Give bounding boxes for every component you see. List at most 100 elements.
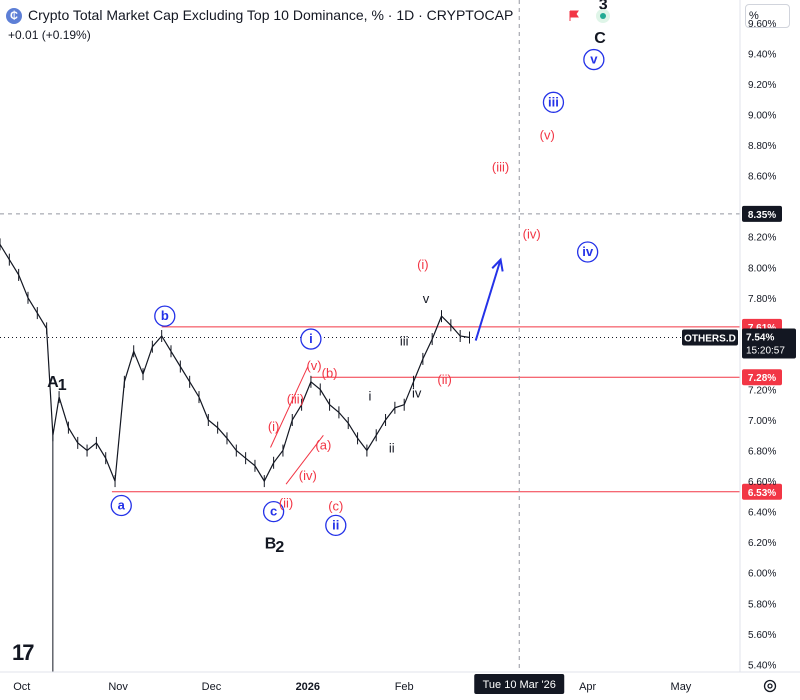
y-tick-label: 6.00%	[748, 569, 776, 580]
wave-label: (v)	[306, 358, 321, 373]
wave-label: (iv)	[299, 468, 317, 483]
wave-label: iv	[412, 386, 422, 401]
wave-label: c	[270, 504, 277, 519]
scale-toggle-button[interactable]: %	[745, 4, 790, 28]
y-tick-label: 9.00%	[748, 111, 776, 122]
chart-title[interactable]: Crypto Total Market Cap Excluding Top 10…	[28, 7, 514, 23]
wave-label: (iii)	[492, 159, 509, 174]
wave-label: iv	[582, 244, 594, 259]
wave-circle	[262, 500, 285, 523]
y-tick-label: 6.40%	[748, 508, 776, 519]
wave-label: (iii)	[287, 392, 304, 407]
price-series	[0, 238, 470, 488]
crosshair-price-tag	[742, 205, 782, 222]
wave-label: b	[161, 308, 169, 323]
x-tick-label: Feb	[395, 681, 414, 693]
time-axis: Oct Nov Dec 2026 Feb Apr May	[0, 671, 800, 693]
crosshair-date-tag	[474, 674, 565, 694]
wave-label: (ii)	[279, 495, 293, 510]
price-change: +0.01 (+0.19%)	[8, 28, 91, 42]
trendline	[270, 366, 309, 448]
wave-label: iii	[400, 334, 409, 349]
level-price-tag	[742, 369, 782, 386]
wave-circle	[542, 91, 565, 113]
wave-label: 1	[58, 377, 67, 394]
symbol-label: OTHERS.D	[684, 334, 736, 345]
price-axis: 9.60% 9.40% 9.20% 9.00% 8.80% 8.60% 8.20% 8.00%…	[739, 0, 776, 672]
wave-label: (c)	[328, 499, 343, 514]
y-tick-label: 9.40%	[748, 49, 776, 60]
last-price-label: 7.54%	[746, 333, 774, 344]
crosshair-price-label: 8.35%	[748, 210, 776, 221]
crosshair-date-label: Tue 10 Mar '26	[483, 679, 556, 691]
level-price-label: 7.61%	[748, 323, 776, 334]
wave-annotations: A 1ba cB 2i(i)(ii)(iii)(iv)(v)(a)(b)(c)iiii…	[47, 0, 608, 556]
wave-label: i	[309, 331, 313, 346]
symbol-tag	[682, 329, 738, 346]
projection-arrow	[474, 257, 504, 341]
wave-label: i	[369, 389, 372, 404]
trendline	[285, 434, 324, 485]
tradingview-logo: 17	[12, 640, 35, 665]
wave-label: (b)	[322, 366, 338, 381]
x-tick-label: Oct	[13, 681, 30, 693]
level-price-label: 7.28%	[748, 373, 776, 384]
symbol-logo-icon: ₵	[6, 8, 22, 24]
y-tick-label: 7.20%	[748, 385, 776, 396]
wave-label: A	[47, 374, 59, 391]
wave-circle	[325, 514, 347, 537]
y-tick-label: 7.80%	[748, 294, 776, 305]
x-tick-label: May	[671, 681, 692, 693]
horizontal-levels: 7.61% 7.28% 6.53% OTHERS.D 7.54% 15:20:57	[0, 318, 796, 500]
y-tick-label: 6.60%	[748, 477, 776, 488]
y-tick-label: 8.00%	[748, 263, 776, 274]
y-tick-label: 9.20%	[748, 80, 776, 91]
y-tick-label: 5.80%	[748, 599, 776, 610]
wave-label: 2	[275, 539, 284, 556]
wave-circle	[300, 328, 322, 350]
wave-label: (iv)	[523, 227, 541, 242]
chart-header: ₵ Crypto Total Market Cap Excluding Top …	[0, 0, 740, 46]
level-price-tag	[742, 483, 782, 500]
wave-label: (ii)	[437, 372, 451, 387]
x-tick-label: Nov	[108, 681, 128, 693]
countdown-label: 15:20:57	[746, 346, 785, 357]
x-tick-label: 2026	[296, 681, 320, 693]
flag-icon[interactable]	[568, 10, 580, 22]
y-tick-label: 8.80%	[748, 141, 776, 152]
wave-label: v	[423, 291, 430, 306]
trendlines	[270, 366, 324, 485]
wave-label: C	[594, 30, 606, 47]
y-tick-label: 5.60%	[748, 630, 776, 641]
projection-arrowhead	[491, 257, 504, 272]
wave-label: (a)	[315, 437, 331, 452]
y-tick-label: 8.20%	[748, 233, 776, 244]
y-tick-label: 8.60%	[748, 172, 776, 183]
wave-label: 3	[599, 0, 608, 14]
wave-label: (i)	[417, 257, 429, 272]
wave-circle	[154, 305, 176, 327]
y-tick-label: 6.20%	[748, 538, 776, 549]
wave-circle	[583, 48, 605, 71]
settings-gear-icon[interactable]	[762, 678, 778, 694]
y-tick-label: 7.00%	[748, 416, 776, 427]
wave-circle	[576, 241, 599, 263]
market-status-icon	[596, 9, 610, 23]
crosshair: 8.35% Tue 10 Mar '26	[0, 0, 782, 694]
y-tick-label: 6.80%	[748, 447, 776, 458]
y-tick-label: 9.60%	[748, 19, 776, 30]
wave-label: (i)	[268, 419, 280, 434]
wave-label: iii	[548, 94, 559, 109]
last-price-tag	[742, 328, 796, 359]
wave-label: v	[590, 52, 598, 67]
wave-circle	[110, 494, 132, 517]
level-price-label: 6.53%	[748, 488, 776, 499]
wave-label: a	[118, 498, 126, 513]
wave-label: (v)	[540, 127, 555, 142]
wave-label: B	[265, 536, 277, 553]
price-line	[0, 244, 470, 483]
y-tick-label: 5.40%	[748, 660, 776, 671]
wave-label: ii	[332, 517, 339, 532]
x-tick-label: Dec	[202, 681, 222, 693]
